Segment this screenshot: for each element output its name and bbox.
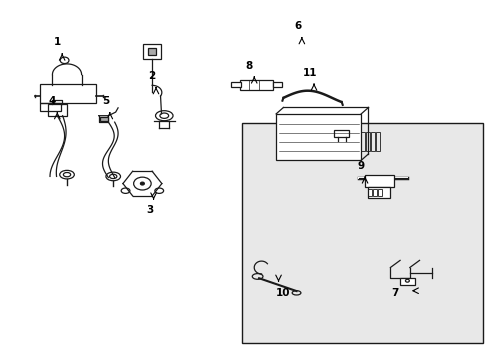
Text: 7: 7 xyxy=(391,288,398,297)
Bar xyxy=(370,132,374,152)
Bar xyxy=(242,123,482,342)
Text: 10: 10 xyxy=(276,288,290,297)
Text: 4: 4 xyxy=(49,96,56,107)
Text: 5: 5 xyxy=(102,96,109,107)
Bar xyxy=(364,175,393,187)
Bar xyxy=(399,278,414,285)
Bar xyxy=(334,130,348,137)
Text: 11: 11 xyxy=(302,68,317,78)
Text: 9: 9 xyxy=(357,161,364,171)
Ellipse shape xyxy=(140,182,144,185)
Bar xyxy=(368,189,372,196)
Bar xyxy=(368,187,389,198)
Bar xyxy=(100,117,108,121)
Text: 8: 8 xyxy=(245,61,252,71)
Text: 6: 6 xyxy=(294,21,301,31)
Text: 3: 3 xyxy=(146,205,153,215)
Bar xyxy=(143,44,161,59)
Bar xyxy=(366,132,369,152)
Bar xyxy=(47,104,67,116)
Bar xyxy=(272,82,282,87)
Text: 1: 1 xyxy=(54,37,61,48)
Bar xyxy=(148,48,156,55)
Bar xyxy=(40,103,61,111)
Text: 2: 2 xyxy=(148,71,155,81)
Bar xyxy=(361,132,365,152)
Bar xyxy=(377,189,381,196)
Bar xyxy=(375,132,379,152)
Bar xyxy=(372,189,376,196)
Bar xyxy=(239,80,272,90)
Bar xyxy=(230,82,240,87)
Bar xyxy=(40,84,96,103)
Bar xyxy=(276,114,361,160)
